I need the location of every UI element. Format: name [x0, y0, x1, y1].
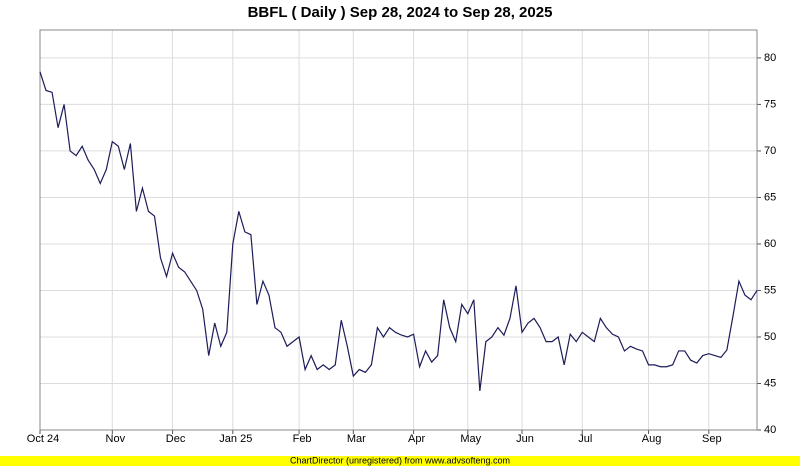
x-tick-label: Jul	[578, 433, 592, 445]
x-tick-label: Nov	[106, 433, 126, 445]
y-tick-label: 50	[764, 331, 776, 343]
price-line	[39, 71, 758, 392]
y-tick-label: 75	[764, 98, 776, 110]
x-tick-label: Oct 24	[27, 433, 59, 445]
x-tick-label: Apr	[408, 433, 425, 445]
plot-border	[39, 29, 758, 431]
y-tick-label: 80	[764, 52, 776, 64]
x-tick-label: Jan 25	[219, 433, 252, 445]
x-tick-label: Mar	[347, 433, 366, 445]
y-tick-label: 45	[764, 377, 776, 389]
plot-area	[40, 30, 757, 430]
footer: ChartDirector (unregistered) from www.ad…	[290, 455, 510, 465]
y-tick-label: 60	[764, 238, 776, 250]
y-tick-label: 70	[764, 145, 776, 157]
x-tick-label: Feb	[293, 433, 312, 445]
x-tick-label: Sep	[702, 433, 722, 445]
x-tick-label: Dec	[166, 433, 186, 445]
chart-title: BBFL ( Daily ) Sep 28, 2024 to Sep 28, 2…	[248, 4, 553, 21]
x-tick-label: Jun	[516, 433, 534, 445]
y-tick-label: 65	[764, 191, 776, 203]
x-tick-label: Aug	[642, 433, 662, 445]
y-tick-label: 55	[764, 284, 776, 296]
footer-bar	[0, 456, 800, 466]
x-tick-label: May	[460, 433, 481, 445]
y-tick-label: 40	[764, 424, 776, 436]
